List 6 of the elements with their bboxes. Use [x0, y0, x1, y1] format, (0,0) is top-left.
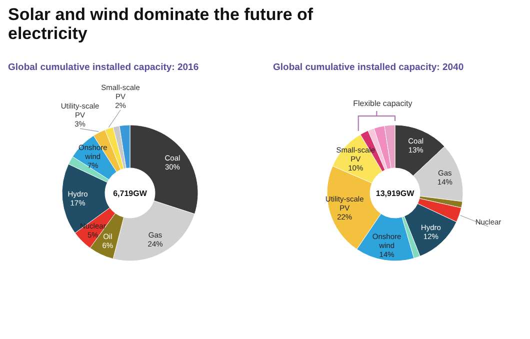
text: 6,719GW — [113, 189, 148, 198]
chart-subtitle: Global cumulative installed capacity: 2040 — [273, 62, 464, 73]
chart-subtitle: Global cumulative installed capacity: 2016 — [8, 62, 199, 73]
chart-title: Solar and wind dominate the future of electricity — [8, 5, 314, 43]
text: Flexible capacity — [353, 99, 412, 108]
text: 13,919GW — [376, 189, 415, 198]
